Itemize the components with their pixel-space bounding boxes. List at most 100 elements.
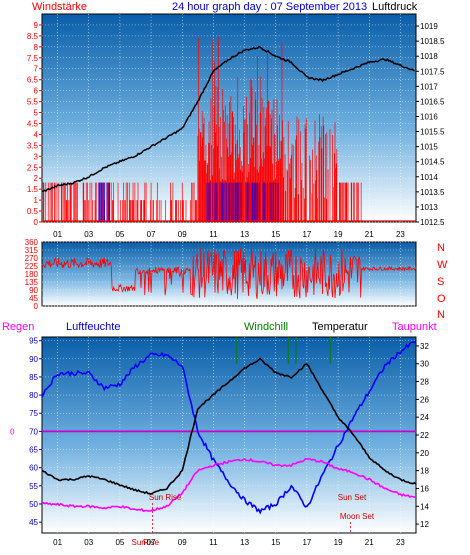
temperature-tick-label: 24 (420, 413, 429, 422)
x-tick-label: 03 (84, 230, 93, 239)
sun-rise-label: Sun Rise (149, 493, 182, 502)
x-tick-label: 23 (396, 538, 405, 547)
wind-tick-label: 4 (34, 130, 39, 139)
temperature-tick-label: 12 (420, 520, 429, 529)
wind-tick-label: 0.5 (27, 207, 39, 216)
direction-series (41, 247, 417, 299)
compass-label: S (437, 276, 444, 288)
temperature-series (41, 357, 417, 496)
direction-tick-label: 360 (25, 238, 39, 247)
temperature-tick-label: 14 (420, 502, 429, 511)
pressure-tick-label: 1016.5 (420, 97, 445, 106)
wind-tick-label: 8.5 (27, 32, 39, 41)
x-tick-label: 17 (302, 538, 311, 547)
pressure-tick-label: 1016 (420, 112, 438, 121)
pressure-series (41, 45, 415, 193)
humidity-temperature-lines (41, 337, 417, 515)
x-tick-label: 21 (365, 538, 374, 547)
humidity-tick-label: 90 (29, 355, 38, 364)
humidity-series (41, 340, 417, 515)
wind-bars (42, 37, 416, 222)
humidity-tick-label: 95 (29, 337, 38, 346)
compass-label: N (437, 242, 445, 254)
x-tick-label: 21 (365, 230, 374, 239)
wind-tick-label: 0 (34, 218, 39, 227)
temperature-tick-label: 30 (420, 360, 429, 369)
temperature-tick-label: 20 (420, 449, 429, 458)
sun-label: Sun (131, 538, 145, 547)
dewpoint-series (41, 457, 417, 513)
rain-zero-label: 0 (10, 427, 15, 436)
sun-set-label: Sun Set (338, 493, 367, 502)
x-tick-label: 07 (147, 230, 156, 239)
wind-tick-label: 2.5 (27, 163, 39, 172)
x-tick-label: 23 (396, 230, 405, 239)
direction-tick-label: 45 (29, 294, 38, 303)
humidity-tick-label: 65 (29, 446, 38, 455)
wind-tick-label: 7 (34, 65, 39, 74)
pressure-tick-label: 1014 (420, 173, 438, 182)
x-tick-label: 05 (115, 538, 124, 547)
humidity-tick-label: 55 (29, 482, 38, 491)
wind-tick-label: 1 (34, 196, 39, 205)
pressure-axis: 1012.5 1013 1013.5 1014 1014.5 1015 1015.5 1016… (416, 22, 445, 227)
direction-tick-label: 135 (25, 278, 39, 287)
temperature-tick-label: 16 (420, 484, 429, 493)
wind-tick-label: 5 (34, 109, 39, 118)
humidity-temperature-plot-area (41, 336, 417, 534)
moon-set-label: Moon Set (340, 512, 375, 521)
temperature-tick-label: 28 (420, 378, 429, 387)
pressure-tick-label: 1013 (420, 203, 438, 212)
temperature-tick-label: 18 (420, 467, 429, 476)
x-tick-label: 13 (240, 538, 249, 547)
wind-tick-label: 6 (34, 87, 39, 96)
x-tick-label: 01 (53, 538, 62, 547)
x-tick-label: 15 (271, 538, 280, 547)
humidity-tick-label: 45 (29, 518, 38, 527)
humidity-tick-label: 85 (29, 373, 38, 382)
wind-tick-label: 4.5 (27, 119, 39, 128)
direction-tick-label: 270 (25, 254, 39, 263)
wind-axis: 0 0.5 1 1.5 2 2.5 3 3.5 4 4.55 5.5 6 6.5 7 7.5 8 8.5 9 (27, 21, 42, 227)
rise-label: Rise (143, 538, 160, 547)
x-tick-label: 05 (115, 230, 124, 239)
temperature-tick-label: 22 (420, 431, 429, 440)
temperature-tick-label: 32 (420, 342, 429, 351)
wind-tick-label: 1.5 (27, 185, 39, 194)
legend-windchill: Windchill (244, 321, 288, 333)
x-tick-label: 17 (302, 230, 311, 239)
legend-taupunkt: Taupunkt (392, 321, 437, 333)
humidity-tick-label: 80 (29, 391, 38, 400)
humidity-tick-label: 70 (29, 427, 38, 436)
legend-luftfeuchte: Luftfeuchte (66, 321, 120, 333)
humidity-axis: 95 90 85 80 75 70 65 60 55 50 45 0 (10, 337, 42, 527)
pressure-tick-label: 1017.5 (420, 67, 445, 76)
x-axis-ticks-top: 01 03 05 07 09 11 13 15 17 19 21 23 (53, 230, 405, 239)
humidity-tick-label: 50 (29, 500, 38, 509)
direction-tick-label: 90 (29, 286, 38, 295)
header-left-label: Windstärke (32, 1, 87, 13)
wind-tick-label: 3 (34, 152, 39, 161)
x-tick-label: 03 (84, 538, 93, 547)
x-tick-label: 07 (147, 538, 156, 547)
x-tick-label: 09 (178, 538, 187, 547)
x-tick-label: 01 (53, 230, 62, 239)
pressure-tick-label: 1015.5 (420, 128, 445, 137)
pressure-tick-label: 1018 (420, 52, 438, 61)
wind-tick-label: 6.5 (27, 76, 39, 85)
temperature-axis: 32 30 28 26 24 22 20 18 16 14 12 (416, 342, 429, 529)
pressure-tick-label: 1012.5 (420, 218, 445, 227)
x-tick-label: 15 (271, 230, 280, 239)
compass-label: N (437, 309, 445, 321)
wind-direction-line (41, 247, 417, 299)
pressure-tick-label: 1018.5 (420, 37, 445, 46)
x-tick-label: 11 (209, 538, 218, 547)
x-tick-label: 19 (334, 230, 343, 239)
header-title: 24 hour graph day : 07 September 2013 (172, 1, 367, 13)
wind-tick-label: 2 (34, 174, 39, 183)
wind-tick-label: 9 (34, 21, 39, 30)
x-tick-label: 11 (209, 230, 218, 239)
x-axis-ticks-bottom: 01 03 05 07 09 11 13 15 17 19 21 23 (53, 538, 405, 547)
